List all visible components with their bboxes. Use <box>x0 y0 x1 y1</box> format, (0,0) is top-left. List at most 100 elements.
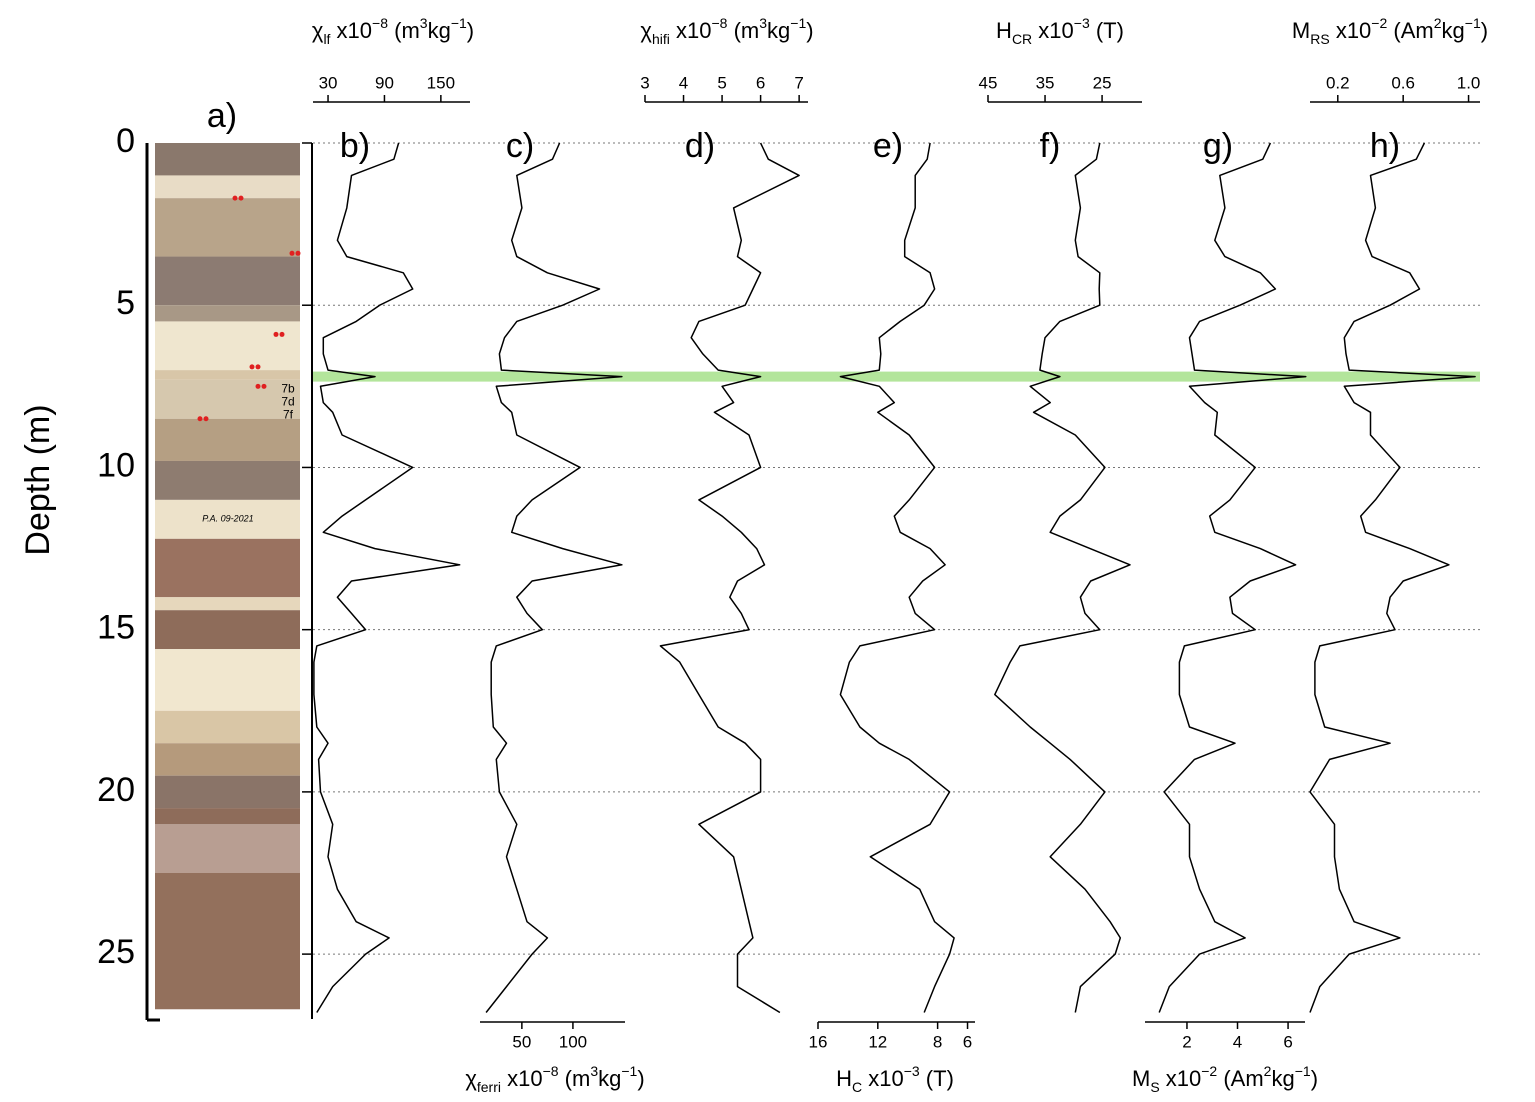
profile-line <box>1158 142 1307 1013</box>
x-tick-label: 1.0 <box>1457 73 1481 92</box>
title-part: −2 <box>1371 15 1387 31</box>
sample-dot <box>232 195 238 201</box>
panel-label: f) <box>1040 127 1061 165</box>
column-layer <box>155 743 300 776</box>
title-part: x10 <box>330 18 372 43</box>
title-part: x10 <box>1160 1066 1202 1091</box>
x-tick-label: 90 <box>375 73 394 92</box>
column-layer <box>155 418 300 461</box>
highlight-band <box>313 371 1480 382</box>
panel-label: g) <box>1203 127 1233 165</box>
sample-dot <box>255 364 261 370</box>
sample-dot <box>273 331 279 337</box>
x-tick-label: 150 <box>427 73 455 92</box>
title-part: ) <box>1311 1066 1318 1091</box>
x-tick-label: 3 <box>640 73 649 92</box>
sample-dot <box>261 383 267 389</box>
column-text: 7b <box>281 382 295 396</box>
x-tick-label: 6 <box>963 1032 972 1051</box>
y-tick-label: 5 <box>116 284 135 322</box>
column-text: 7f <box>283 408 294 422</box>
x-tick-label: 12 <box>868 1032 887 1051</box>
title-part: (T) <box>920 1066 954 1091</box>
x-axis-title: χferri x10−8 (m3kg−1) <box>465 1063 644 1095</box>
x-tick-label: 100 <box>559 1032 587 1051</box>
profile-line <box>485 142 623 1013</box>
title-part: kg <box>1271 1066 1294 1091</box>
profile-line <box>659 142 800 1014</box>
title-part: −8 <box>543 1063 559 1079</box>
title-part: −1 <box>1465 15 1481 31</box>
column-layer <box>155 873 300 1010</box>
column-layer <box>155 305 300 322</box>
column-layer <box>155 775 300 809</box>
sample-dot <box>255 383 261 389</box>
column-label: a) <box>207 97 237 135</box>
profile-line <box>1309 142 1476 1013</box>
x-tick-label: 0.6 <box>1391 73 1415 92</box>
column-layer <box>155 143 300 176</box>
title-part: C <box>852 1079 862 1095</box>
title-part: M <box>1132 1066 1150 1091</box>
column-layer <box>155 198 300 257</box>
title-part: 3 <box>420 15 428 31</box>
x-tick-label: 6 <box>1283 1032 1292 1051</box>
column-layer <box>155 499 300 539</box>
y-tick-label: 20 <box>97 771 135 809</box>
x-axis-title: χhifi x10−8 (m3kg−1) <box>640 15 813 47</box>
y-tick-label: 25 <box>97 933 135 971</box>
y-tick-label: 15 <box>97 609 135 647</box>
profile-line <box>313 142 461 1013</box>
sample-dot <box>203 416 209 422</box>
x-tick-label: 8 <box>933 1032 942 1051</box>
column-text: P.A. 09-2021 <box>202 514 253 524</box>
title-part: −1 <box>790 15 806 31</box>
x-axis-title: χlf x10−8 (m3kg−1) <box>312 15 474 47</box>
x-tick-label: 0.2 <box>1326 73 1350 92</box>
column-layer <box>155 808 300 825</box>
title-part: 3 <box>590 1063 598 1079</box>
title-part: 2 <box>1264 1063 1272 1079</box>
title-part: χ <box>465 1066 477 1091</box>
title-part: x10 <box>1330 18 1372 43</box>
title-part: −8 <box>711 15 727 31</box>
title-part: −8 <box>372 15 388 31</box>
x-tick-label: 45 <box>979 73 998 92</box>
panel-label: c) <box>506 127 534 165</box>
title-part: kg <box>428 18 451 43</box>
title-part: ) <box>806 18 813 43</box>
x-tick-label: 2 <box>1182 1032 1191 1051</box>
title-part: kg <box>1442 18 1465 43</box>
sample-dot <box>295 250 301 256</box>
sample-dot <box>197 416 203 422</box>
title-part: hifi <box>652 31 670 47</box>
x-axis-title: HCR x10−3 (T) <box>996 15 1124 47</box>
title-part: (m <box>559 1066 591 1091</box>
column-text: 7d <box>281 395 294 409</box>
column-layer <box>155 538 300 598</box>
title-part: x10 <box>670 18 712 43</box>
column-layer <box>155 256 300 306</box>
title-part: x10 <box>862 1066 904 1091</box>
column-layer <box>155 649 300 711</box>
title-part: (m <box>388 18 420 43</box>
x-axis-title: MRS x10−2 (Am2kg−1) <box>1292 15 1488 47</box>
panel-label: h) <box>1370 127 1400 165</box>
title-part: −1 <box>621 1063 637 1079</box>
title-part: kg <box>598 1066 621 1091</box>
column-layer <box>155 370 300 380</box>
title-part: −3 <box>904 1063 920 1079</box>
title-part: ) <box>637 1066 644 1091</box>
sample-dot <box>238 195 244 201</box>
column-layer <box>155 321 300 371</box>
title-part: H <box>836 1066 852 1091</box>
title-part: χ <box>640 18 652 43</box>
y-tick-label: 0 <box>116 122 135 160</box>
title-part: kg <box>767 18 790 43</box>
x-tick-label: 25 <box>1093 73 1112 92</box>
title-part: S <box>1150 1079 1159 1095</box>
title-part: (Am <box>1217 1066 1263 1091</box>
x-tick-label: 5 <box>717 73 726 92</box>
title-part: −1 <box>451 15 467 31</box>
title-part: RS <box>1310 31 1329 47</box>
